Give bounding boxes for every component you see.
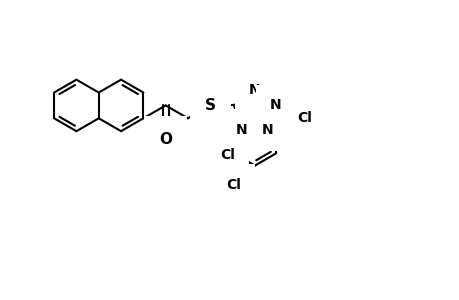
Text: Cl: Cl: [297, 111, 312, 124]
Text: O: O: [159, 132, 172, 147]
Text: Cl: Cl: [225, 178, 240, 192]
Text: S: S: [204, 98, 215, 113]
Text: Cl: Cl: [220, 148, 235, 162]
Text: N: N: [248, 83, 260, 98]
Text: N: N: [261, 123, 273, 137]
Text: N: N: [235, 123, 247, 137]
Text: N: N: [269, 98, 281, 112]
